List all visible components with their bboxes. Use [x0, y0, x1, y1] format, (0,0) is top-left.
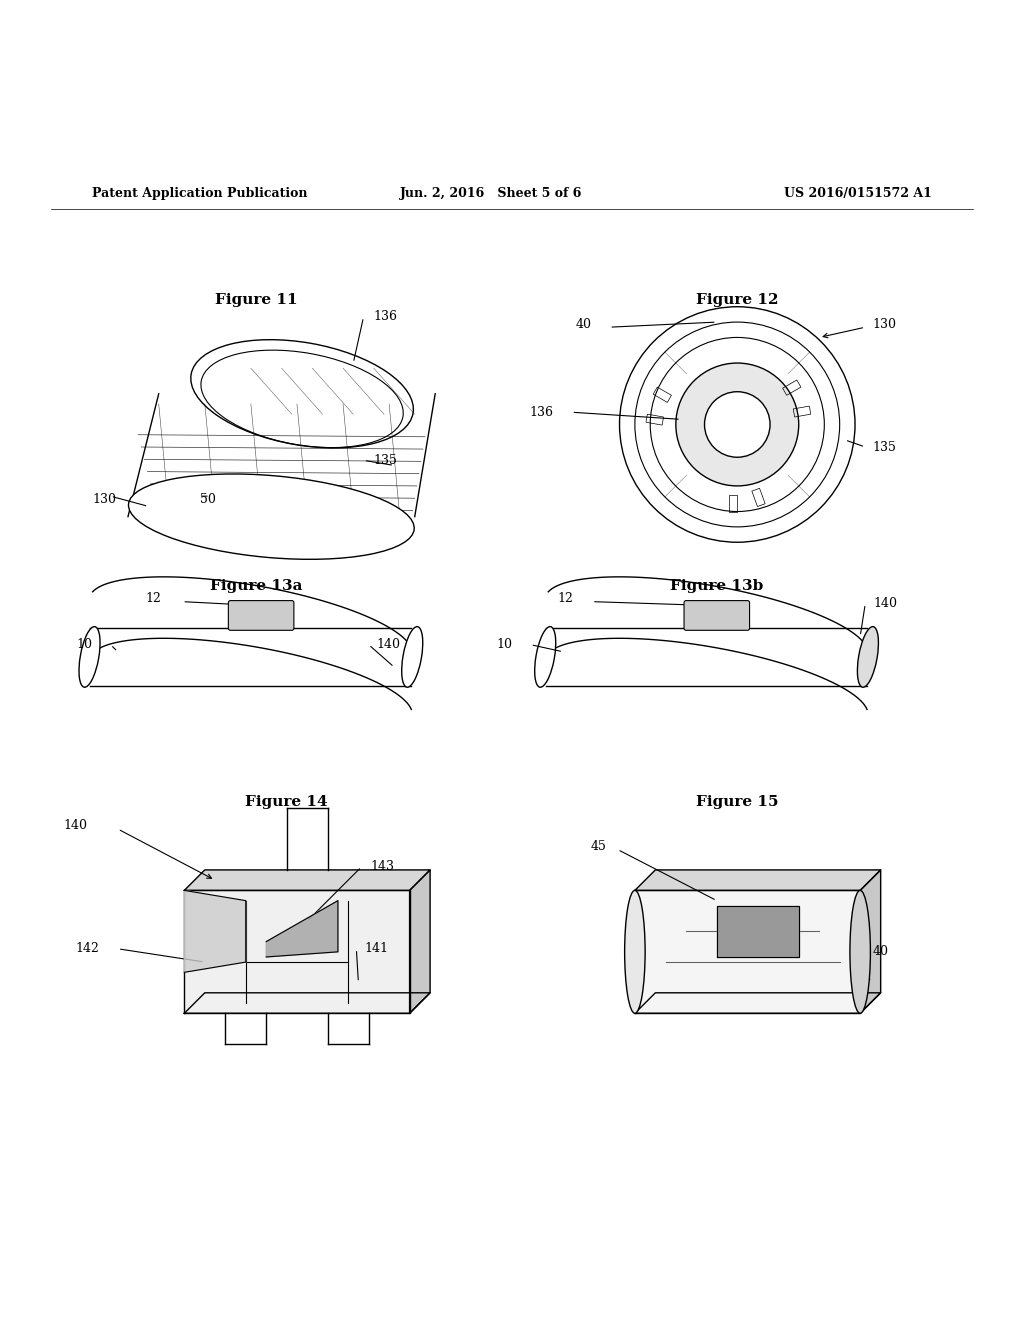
Text: 10: 10: [496, 638, 512, 651]
FancyBboxPatch shape: [228, 601, 294, 631]
Text: 140: 140: [377, 638, 400, 651]
Ellipse shape: [857, 627, 879, 688]
Ellipse shape: [79, 627, 100, 688]
Text: Figure 13b: Figure 13b: [670, 579, 764, 594]
Text: 136: 136: [374, 310, 397, 323]
Polygon shape: [184, 891, 410, 1014]
Bar: [794, 407, 811, 417]
Text: 135: 135: [374, 454, 397, 467]
Text: 12: 12: [145, 593, 162, 605]
Text: Figure 13a: Figure 13a: [210, 579, 302, 594]
Text: 141: 141: [365, 942, 388, 956]
Polygon shape: [635, 891, 860, 1014]
Text: Figure 12: Figure 12: [696, 293, 778, 306]
Text: Figure 14: Figure 14: [246, 796, 328, 809]
Polygon shape: [410, 870, 430, 1014]
Text: Figure 15: Figure 15: [696, 796, 778, 809]
Text: 143: 143: [371, 861, 394, 874]
Text: 10: 10: [76, 638, 92, 651]
Text: 142: 142: [76, 942, 99, 956]
Polygon shape: [184, 993, 430, 1014]
Text: 136: 136: [529, 405, 553, 418]
Text: Jun. 2, 2016   Sheet 5 of 6: Jun. 2, 2016 Sheet 5 of 6: [400, 186, 583, 199]
Circle shape: [705, 392, 770, 457]
Text: US 2016/0151572 A1: US 2016/0151572 A1: [784, 186, 932, 199]
Circle shape: [676, 363, 799, 486]
Polygon shape: [860, 870, 881, 1014]
Polygon shape: [717, 906, 799, 957]
Bar: [752, 488, 765, 507]
Text: 12: 12: [557, 593, 573, 605]
Bar: [729, 495, 737, 512]
Ellipse shape: [128, 474, 415, 560]
Text: 40: 40: [575, 318, 592, 330]
Ellipse shape: [850, 891, 870, 1014]
Polygon shape: [635, 993, 881, 1014]
Bar: [653, 387, 672, 403]
Bar: [646, 414, 664, 425]
Text: Patent Application Publication: Patent Application Publication: [92, 186, 307, 199]
Text: 140: 140: [63, 820, 87, 833]
Text: 50: 50: [200, 492, 216, 506]
Ellipse shape: [401, 627, 423, 688]
Text: 40: 40: [872, 945, 889, 958]
Text: 130: 130: [92, 492, 116, 506]
Text: 140: 140: [873, 597, 897, 610]
Polygon shape: [184, 870, 430, 891]
Text: 135: 135: [872, 441, 896, 454]
Text: Figure 11: Figure 11: [215, 293, 297, 306]
Bar: [782, 380, 801, 395]
Polygon shape: [184, 891, 246, 973]
Ellipse shape: [625, 891, 645, 1014]
Text: 45: 45: [590, 840, 606, 853]
Text: 130: 130: [872, 318, 896, 330]
Polygon shape: [635, 870, 881, 891]
Ellipse shape: [535, 627, 556, 688]
Polygon shape: [266, 900, 338, 957]
FancyBboxPatch shape: [684, 601, 750, 631]
